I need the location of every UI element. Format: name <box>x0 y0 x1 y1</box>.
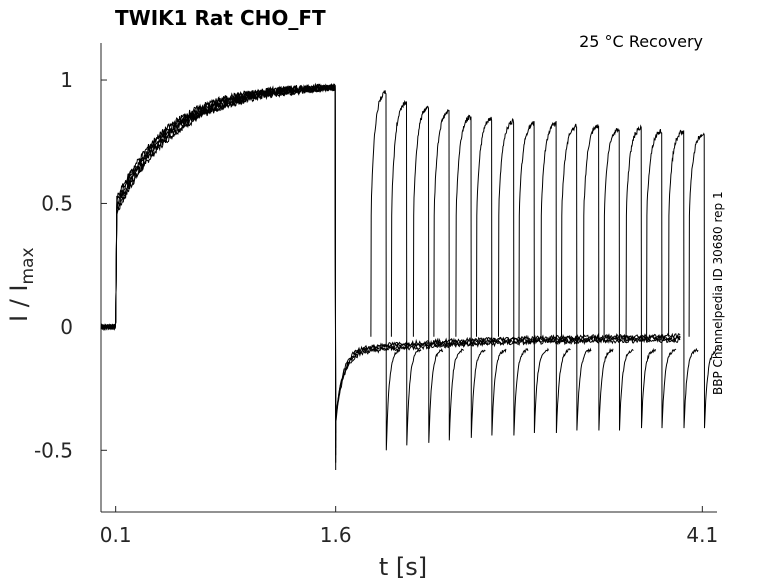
recovery-pulse-trace <box>625 124 656 429</box>
y-tick-label: 1 <box>60 68 73 92</box>
y-tick-label: -0.5 <box>34 438 73 462</box>
x-tick-label: 0.1 <box>100 523 132 547</box>
recovery-pulse-trace <box>540 121 571 434</box>
y-axis-label-main: I / I <box>5 285 33 323</box>
recovery-baseline-trace <box>335 337 681 421</box>
y-tick-label: 0.5 <box>41 191 73 215</box>
y-tick-label: 0 <box>60 315 73 339</box>
activation-trace <box>100 83 337 456</box>
recovery-pulse-trace <box>583 124 614 431</box>
x-axis-label: t [s] <box>379 553 427 581</box>
activation-trace <box>100 83 337 441</box>
recovery-pulse-trace <box>476 116 507 436</box>
recovery-pulse-trace <box>518 120 549 434</box>
recovery-pulse-trace <box>668 129 699 429</box>
recovery-pulse-trace <box>688 132 719 429</box>
recovery-pulse-trace <box>455 114 486 438</box>
recovery-pulse-trace <box>646 128 677 429</box>
recovery-pulse-trace <box>561 123 592 431</box>
recovery-pulse-trace <box>390 100 422 446</box>
axes: 1 0.5 0 -0.5 0.1 1.6 4.1 <box>34 43 718 547</box>
recovery-pulse-trace <box>370 90 401 451</box>
activation-trace <box>100 83 337 448</box>
chart-title: TWIK1 Rat CHO_FT <box>115 6 326 30</box>
labels: TWIK1 Rat CHO_FT 25 °C Recovery BBP Chan… <box>5 6 725 581</box>
channelpedia-id-label: BBP Channelpedia ID 30680 rep 1 <box>711 191 725 395</box>
activation-trace <box>100 84 337 463</box>
recovery-pulse-trace <box>603 128 634 431</box>
x-tick-label: 4.1 <box>686 523 718 547</box>
recovery-pulse-trace <box>498 117 529 436</box>
traces <box>100 82 719 471</box>
recovery-baseline-trace <box>335 332 681 416</box>
activation-trace <box>100 84 337 471</box>
x-tick-label: 1.6 <box>320 523 352 547</box>
y-axis-label-sub: max <box>18 247 38 284</box>
recovery-pulse-trace <box>433 109 464 441</box>
y-axis-label: I / Imax <box>5 247 38 322</box>
activation-trace <box>100 82 337 434</box>
svg-text:I / Imax: I / Imax <box>5 247 38 322</box>
recovery-pulse-trace <box>412 105 444 443</box>
temperature-annotation: 25 °C Recovery <box>579 32 703 51</box>
